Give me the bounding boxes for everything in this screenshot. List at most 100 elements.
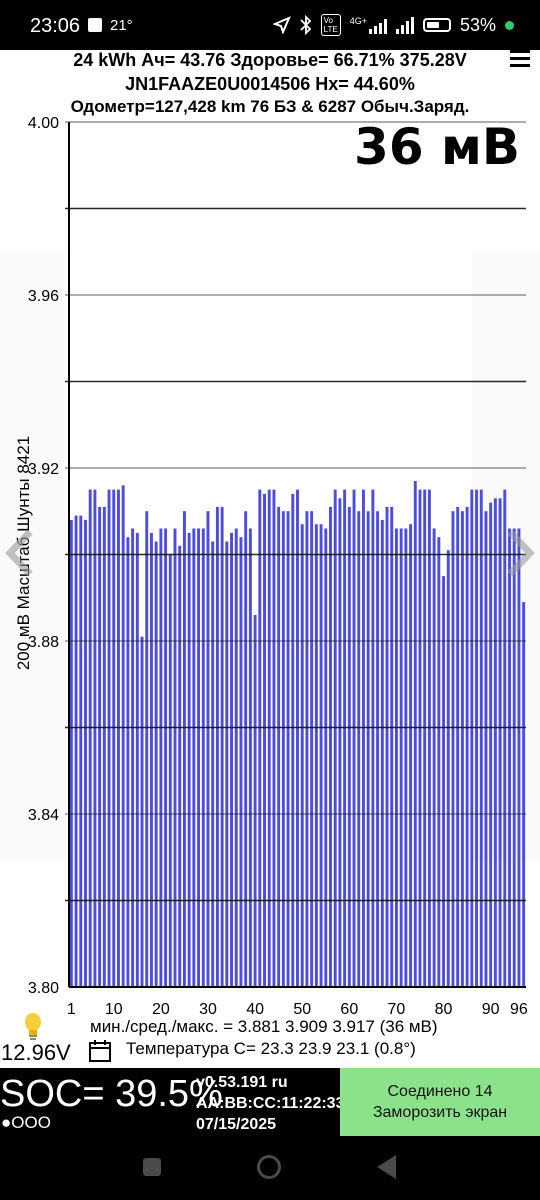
- location-icon: [272, 16, 291, 34]
- bar-cell-9: [107, 489, 111, 987]
- bar-cell-71: [399, 528, 403, 987]
- bar-cell-57: [333, 489, 337, 987]
- y-ticks-group: 3.80 3.84 3.88 3.92 3.96 4.00: [28, 115, 59, 997]
- bar-cell-54: [319, 524, 323, 987]
- signal-icon: [395, 16, 414, 34]
- bar-cell-46: [281, 511, 285, 987]
- back-icon[interactable]: [377, 1155, 396, 1179]
- bar-cell-17: [145, 511, 149, 987]
- bars-group: [69, 481, 526, 987]
- bar-cell-3: [79, 515, 83, 987]
- gallery-icon: [88, 18, 102, 32]
- bar-cell-67: [380, 519, 384, 987]
- bar-cell-18: [149, 532, 153, 987]
- bar-cell-33: [220, 506, 224, 987]
- bar-cell-41: [258, 489, 262, 987]
- bar-cell-8: [102, 506, 106, 987]
- bar-cell-55: [324, 528, 328, 987]
- app-version: v0.53.191 ru: [196, 1074, 288, 1091]
- device-mac: AA:BB:CC:11:22:33: [196, 1095, 345, 1112]
- bar-cell-35: [230, 532, 233, 987]
- bar-cell-63: [362, 489, 365, 987]
- chevron-left-icon[interactable]: [4, 528, 34, 578]
- freeze-screen-button[interactable]: Соединено 14 Заморозить экран: [340, 1068, 540, 1136]
- bar-cell-53: [314, 524, 318, 987]
- signal-4g-icon: 4G+: [350, 16, 387, 34]
- bar-cell-79: [437, 537, 441, 987]
- soc-value: SOC= 39.5%: [0, 1073, 223, 1115]
- bar-cell-78: [432, 528, 436, 987]
- battery-summary: 24 kWh Ач= 43.76 Здоровье= 66.71% 375.28…: [73, 50, 467, 70]
- bar-cell-37: [239, 537, 243, 987]
- bar-cell-1: [69, 519, 73, 987]
- bar-cell-20: [159, 528, 163, 987]
- bluetooth-icon: [299, 15, 311, 35]
- bulb-icon[interactable]: [22, 1012, 44, 1042]
- bar-cell-66: [376, 511, 380, 987]
- bar-cell-89: [484, 511, 488, 987]
- bar-cell-14: [131, 528, 135, 987]
- status-temperature: 21°: [110, 17, 133, 34]
- bar-cell-12: [121, 485, 125, 987]
- odometer-line: Одометр=127,428 km 76 БЗ & 6287 Обыч.Зар…: [70, 97, 470, 116]
- bar-cell-5: [88, 489, 92, 987]
- spread-value: 36 мВ: [354, 118, 520, 176]
- bar-cell-94: [508, 528, 511, 987]
- bar-cell-22: [168, 554, 172, 987]
- bar-cell-91: [493, 498, 497, 987]
- bar-cell-6: [93, 489, 97, 987]
- x-tick-label: 50: [293, 1001, 311, 1018]
- grid-group: [65, 121, 526, 902]
- bar-cell-65: [371, 489, 375, 987]
- menu-icon[interactable]: [510, 50, 530, 68]
- bar-cell-30: [206, 511, 210, 987]
- bar-cell-83: [456, 506, 460, 987]
- bar-cell-92: [498, 498, 502, 987]
- bar-cell-81: [446, 550, 450, 987]
- app-info: v0.53.191 ru AA:BB:CC:11:22:33 07/15/202…: [196, 1072, 344, 1135]
- bar-cell-95: [512, 528, 516, 987]
- x-tick-label: 70: [388, 1001, 406, 1018]
- calendar-icon[interactable]: [88, 1039, 112, 1063]
- bar-cell-82: [451, 511, 455, 987]
- bar-cell-72: [404, 528, 408, 987]
- bar-cell-34: [225, 541, 229, 987]
- bar-cell-44: [272, 489, 276, 987]
- y-tick-label: 3.84: [28, 807, 59, 824]
- bar-cell-4: [84, 519, 87, 987]
- recents-icon[interactable]: [143, 1158, 161, 1176]
- bar-cell-23: [173, 528, 177, 987]
- bar-cell-86: [470, 489, 474, 987]
- x-ticks-group: 1 10 20 30 40 50 60 70 80 90 96: [67, 1001, 528, 1018]
- bar-cell-87: [475, 489, 478, 987]
- x-tick-label: 60: [340, 1001, 358, 1018]
- home-icon[interactable]: [257, 1155, 281, 1179]
- bar-cell-31: [211, 541, 215, 987]
- vin-line: JN1FAAZE0U0014506 Hx= 44.60%: [125, 74, 415, 94]
- connection-status: Соединено 14: [387, 1083, 493, 1100]
- bar-cell-50: [300, 524, 304, 987]
- y-tick-label: 3.88: [28, 634, 59, 651]
- bar-cell-76: [423, 489, 427, 987]
- bar-cell-62: [357, 511, 361, 987]
- bar-cell-96: [517, 528, 521, 987]
- bar-cell-64: [366, 511, 370, 987]
- bar-cell-32: [215, 506, 219, 987]
- bar-cell-59: [343, 489, 347, 987]
- temperature-line: Температура C= 23.3 23.9 23.1 (0.8°): [126, 1039, 416, 1058]
- bar-cell-21: [164, 528, 168, 987]
- bar-cell-24: [178, 545, 182, 987]
- bar-cell-88: [479, 489, 483, 987]
- y-tick-label: 3.92: [28, 461, 59, 478]
- status-bar: 23:06 21° Vo LTE 4G+ 53%: [0, 0, 540, 50]
- bar-cell-60: [347, 506, 351, 987]
- bar-cell-47: [286, 511, 290, 987]
- bar-cell-29: [201, 528, 205, 987]
- y-tick-label: 4.00: [28, 115, 59, 132]
- chevron-right-icon[interactable]: [506, 528, 536, 578]
- y-tick-label: 3.80: [28, 980, 59, 997]
- bar-cell-61: [352, 489, 356, 987]
- bar-cell-85: [465, 506, 469, 987]
- bar-cell-40: [253, 615, 257, 987]
- bar-cell-25: [182, 511, 186, 987]
